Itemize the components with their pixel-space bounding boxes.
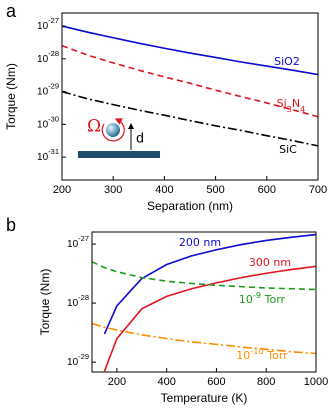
y-axis-title: Torque (Nm) xyxy=(4,63,18,130)
x-tick-label: 700 xyxy=(309,184,327,196)
x-tick-label: 500 xyxy=(206,184,224,196)
series-line xyxy=(103,265,317,372)
series-label: 200 nm xyxy=(179,236,221,249)
inset: Ω d xyxy=(78,117,160,158)
x-tick-label: 400 xyxy=(157,376,175,388)
series-line xyxy=(91,261,317,291)
x-tick-label: 600 xyxy=(207,376,225,388)
distance-label: d xyxy=(136,130,144,146)
x-tick-label: 800 xyxy=(257,376,275,388)
y-tick-label: 10-29 xyxy=(37,82,59,97)
y-tick-label: 10-27 xyxy=(37,17,59,32)
y-tick-label: 10-30 xyxy=(37,115,59,130)
x-tick-label: 1000 xyxy=(304,376,328,388)
y-tick-label: 10-29 xyxy=(67,353,89,368)
slab xyxy=(78,151,160,158)
omega: Ω xyxy=(87,117,101,137)
series-line xyxy=(61,45,319,118)
series-label: 300 nm xyxy=(249,256,291,269)
x-tick-label: 200 xyxy=(53,184,71,196)
panel-label: b xyxy=(6,215,16,235)
plot-frame xyxy=(91,231,317,373)
x-tick-label: 400 xyxy=(155,184,173,196)
series-label: Si3N4 xyxy=(277,97,306,114)
x-tick-label: 200 xyxy=(108,376,126,388)
x-tick-label: 600 xyxy=(258,184,276,196)
y-tick-label: 10-28 xyxy=(67,294,89,309)
series-line xyxy=(61,25,319,76)
x-axis-title: Temperature (K) xyxy=(161,391,248,405)
x-axis-title: Separation (nm) xyxy=(147,199,233,213)
x-tick-label: 300 xyxy=(104,184,122,196)
y-tick-label: 10-31 xyxy=(37,148,59,163)
y-axis-title: Torque (Nm) xyxy=(38,269,52,336)
y-tick-label: 10-28 xyxy=(37,49,59,64)
rotation-arrow xyxy=(101,118,125,142)
series-label: SiC xyxy=(279,143,297,156)
sphere xyxy=(106,123,120,137)
series-label: SiO2 xyxy=(274,55,300,68)
series-label: 10-10 Torr xyxy=(236,346,288,363)
plot-frame xyxy=(61,12,319,181)
series-line xyxy=(103,233,317,335)
y-tick-label: 10-27 xyxy=(67,235,89,250)
series-line xyxy=(61,90,319,147)
series-line xyxy=(91,322,317,355)
panel-label: a xyxy=(6,1,17,21)
series-label: 10-9 Torr xyxy=(239,290,286,307)
